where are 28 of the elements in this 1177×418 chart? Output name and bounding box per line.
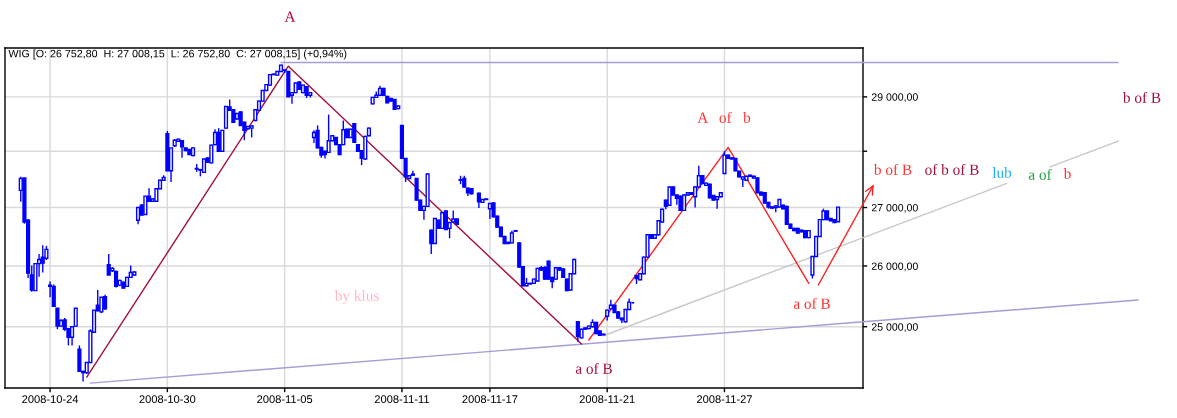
annotation: A of b [697, 111, 751, 123]
x-tick-label: 2008-11-17 [462, 395, 518, 404]
text: A [284, 11, 296, 22]
candlestick [352, 123, 357, 144]
text: lub [992, 167, 1012, 178]
candlestick [715, 195, 720, 210]
y-tick-label: 26 000,00 [871, 262, 918, 272]
x-tick-label: 2008-11-27 [697, 395, 752, 404]
candlestick [106, 253, 111, 276]
annotation: by klus [334, 290, 379, 304]
candlestick [40, 244, 45, 274]
y-tick-label: 25 000,00 [871, 323, 918, 332]
text: b of B [873, 163, 912, 175]
x-tick-label: 2008-11-21 [579, 395, 635, 404]
x-tick-label: 2008-10-24 [22, 395, 79, 404]
y-tick-label: 27 000,00 [871, 203, 918, 213]
chart-title: WIG [O: 26 752,80 H: 27 008,15 L: 26 752,80 C: 27 008,15] (+0,94%) [8, 49, 347, 60]
x-tick-label: 2008-11-05 [257, 395, 313, 404]
text: of b of B [925, 163, 979, 175]
y-tick-label: 29 000,00 [871, 93, 918, 103]
candlestick [77, 344, 82, 373]
text: b of B [1122, 91, 1161, 103]
text: b [1063, 168, 1071, 179]
text: a of [1028, 168, 1052, 180]
x-tick-label: 2008-11-11 [374, 395, 429, 404]
annotation: a of B [793, 297, 830, 309]
annotation: a of B [575, 362, 612, 374]
x-tick-label: 2008-10-30 [139, 395, 196, 404]
